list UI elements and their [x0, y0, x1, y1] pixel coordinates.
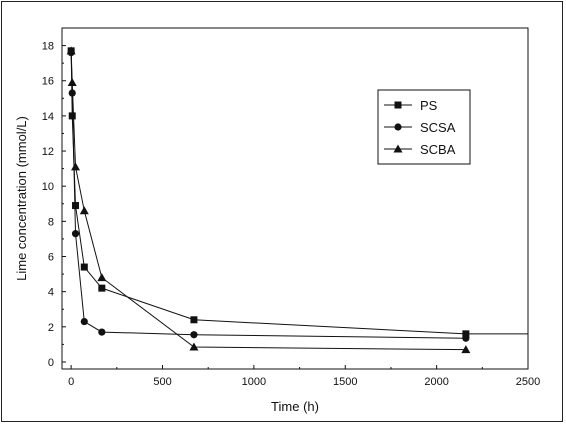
legend-marker: [393, 144, 403, 153]
y-tick-label: 8: [48, 216, 54, 228]
legend-label: SCSA: [420, 120, 456, 135]
legend-marker: [394, 101, 402, 109]
data-point: [80, 263, 88, 271]
legend: PS SCSA SCBA: [377, 89, 471, 165]
x-tick-label: 0: [68, 376, 74, 388]
legend-label: PS: [420, 98, 438, 113]
y-axis: 0 2 4 6 8 10 12 14 16 18: [42, 41, 66, 369]
data-point: [462, 330, 470, 338]
x-tick-label: 1500: [333, 376, 357, 388]
plot-border: [61, 27, 529, 370]
data-point: [462, 334, 470, 342]
data-point: [97, 273, 107, 282]
data-point: [98, 284, 106, 292]
y-tick-label: 10: [42, 181, 54, 193]
y-tick-label: 0: [48, 357, 54, 369]
data-point: [190, 331, 198, 339]
legend-item: SCSA: [384, 120, 456, 135]
x-tick-label: 1000: [242, 376, 266, 388]
y-tick-label: 14: [42, 111, 54, 123]
data-point: [79, 206, 89, 215]
data-point: [66, 46, 76, 55]
y-tick-label: 4: [48, 287, 54, 299]
data-point: [71, 162, 81, 171]
y-axis-title: Lime concentration (mmol/L): [14, 116, 29, 281]
plot-area: [61, 27, 529, 370]
series-scba: [66, 46, 471, 354]
data-point: [189, 342, 199, 351]
data-point: [190, 316, 198, 324]
data-point: [98, 328, 106, 336]
x-tick-label: 500: [153, 376, 171, 388]
y-tick-label: 18: [42, 41, 54, 53]
data-point: [68, 112, 76, 120]
x-tick-label: 2000: [424, 376, 448, 388]
x-tick-label: 2500: [516, 376, 540, 388]
data-point: [80, 317, 88, 326]
x-axis-title: Time (h): [271, 399, 319, 414]
data-point: [72, 202, 80, 210]
x-axis: 0 500 1000 1500 2000 2500: [68, 365, 540, 388]
legend-marker: [394, 123, 402, 131]
legend-label: SCBA: [420, 142, 456, 157]
y-tick-label: 2: [48, 322, 54, 334]
y-tick-label: 12: [42, 146, 54, 158]
legend-item: SCBA: [384, 142, 456, 157]
data-point: [71, 230, 80, 238]
series-layer: [66, 46, 528, 354]
legend-item: PS: [384, 98, 438, 113]
data-point: [461, 345, 471, 354]
data-point: [67, 77, 77, 86]
y-tick-label: 6: [48, 252, 54, 264]
y-tick-label: 16: [42, 76, 54, 88]
